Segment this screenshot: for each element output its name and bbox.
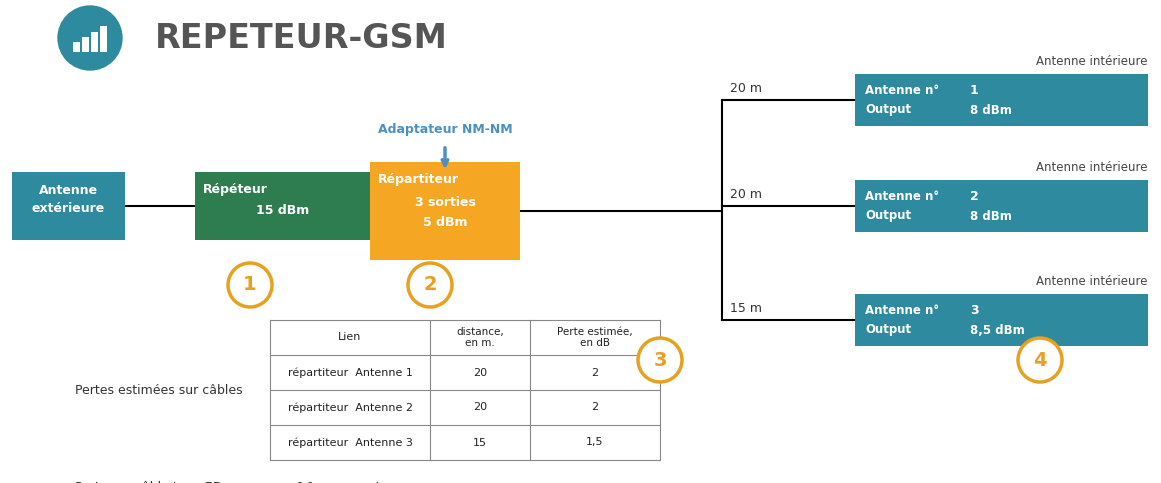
- FancyBboxPatch shape: [91, 32, 98, 52]
- Text: Output: Output: [865, 324, 911, 337]
- Text: Output: Output: [865, 210, 911, 223]
- Text: 2: 2: [591, 368, 599, 378]
- Text: Adaptateur NM-NM: Adaptateur NM-NM: [377, 124, 512, 137]
- FancyBboxPatch shape: [82, 37, 89, 52]
- Text: 3: 3: [654, 351, 666, 369]
- Text: 8 dBm: 8 dBm: [969, 210, 1012, 223]
- FancyBboxPatch shape: [854, 294, 1148, 346]
- Text: répartiteur  Antenne 1: répartiteur Antenne 1: [288, 367, 412, 378]
- Text: 5 dBm: 5 dBm: [423, 215, 467, 228]
- Text: Antenne intérieure: Antenne intérieure: [1037, 55, 1148, 68]
- Text: distance,
en m.: distance, en m.: [456, 327, 504, 348]
- Text: 8 dBm: 8 dBm: [969, 103, 1012, 116]
- Text: 0,1: 0,1: [295, 482, 315, 483]
- Text: REPETEUR-GSM: REPETEUR-GSM: [156, 22, 448, 55]
- Text: Antenne intérieure: Antenne intérieure: [1037, 275, 1148, 288]
- Text: 2: 2: [591, 402, 599, 412]
- Text: 1,5: 1,5: [586, 438, 604, 448]
- FancyBboxPatch shape: [100, 26, 107, 52]
- Circle shape: [1018, 338, 1062, 382]
- Text: 2: 2: [424, 275, 437, 295]
- Text: 1: 1: [243, 275, 257, 295]
- Text: Antenne n°: Antenne n°: [865, 303, 939, 316]
- Text: 8,5 dBm: 8,5 dBm: [969, 324, 1025, 337]
- Text: répartiteur  Antenne 3: répartiteur Antenne 3: [288, 437, 412, 448]
- FancyBboxPatch shape: [73, 42, 80, 52]
- Circle shape: [639, 338, 682, 382]
- Text: Antenne n°: Antenne n°: [865, 189, 939, 202]
- Text: Perte sur câble type 7D =: Perte sur câble type 7D =: [75, 482, 237, 483]
- Text: 1: 1: [969, 84, 979, 97]
- Circle shape: [408, 263, 452, 307]
- Text: Antenne: Antenne: [39, 184, 98, 197]
- FancyBboxPatch shape: [854, 74, 1148, 126]
- Text: 20 m: 20 m: [730, 82, 762, 95]
- Text: Lien: Lien: [338, 332, 362, 342]
- Text: 20: 20: [473, 368, 488, 378]
- Text: 3 sorties: 3 sorties: [414, 196, 476, 209]
- Text: Pertes estimées sur câbles: Pertes estimées sur câbles: [75, 384, 243, 397]
- Text: répartiteur  Antenne 2: répartiteur Antenne 2: [288, 402, 412, 413]
- Text: 4: 4: [1033, 351, 1047, 369]
- Circle shape: [228, 263, 272, 307]
- Text: Répartiteur: Répartiteur: [378, 172, 459, 185]
- Text: 20 m: 20 m: [730, 188, 762, 201]
- Text: Output: Output: [865, 103, 911, 116]
- Text: Antenne n°: Antenne n°: [865, 84, 939, 97]
- Text: Répéteur: Répéteur: [203, 183, 268, 196]
- Text: 3: 3: [969, 303, 979, 316]
- Text: 20: 20: [473, 402, 488, 412]
- Text: extérieure: extérieure: [31, 201, 106, 214]
- FancyBboxPatch shape: [12, 172, 125, 240]
- Text: 15 m: 15 m: [730, 302, 762, 315]
- FancyBboxPatch shape: [370, 162, 520, 260]
- Text: dB/m: dB/m: [370, 482, 403, 483]
- Text: Antenne intérieure: Antenne intérieure: [1037, 161, 1148, 174]
- Circle shape: [58, 6, 122, 70]
- Text: 15: 15: [473, 438, 486, 448]
- Text: 2: 2: [969, 189, 979, 202]
- FancyBboxPatch shape: [195, 172, 370, 240]
- Text: 15 dBm: 15 dBm: [255, 203, 309, 216]
- Text: Perte estimée,
en dB: Perte estimée, en dB: [557, 327, 633, 348]
- FancyBboxPatch shape: [854, 180, 1148, 232]
